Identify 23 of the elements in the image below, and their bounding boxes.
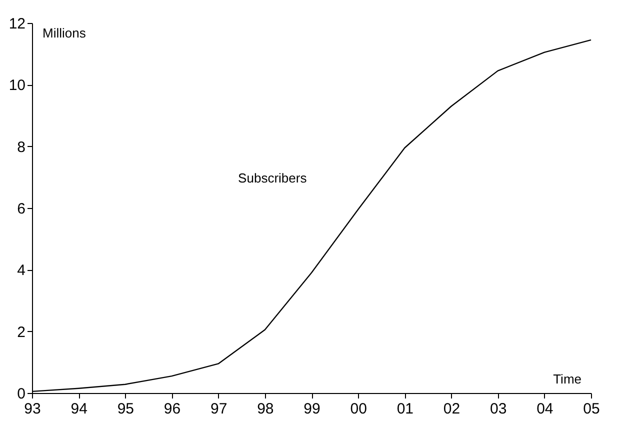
x-tick-label: 96 bbox=[164, 400, 181, 418]
x-tick-label: 05 bbox=[583, 400, 600, 418]
y-tick-label: 8 bbox=[17, 138, 26, 156]
y-tick-label: 0 bbox=[17, 386, 26, 402]
x-tick-label: 95 bbox=[117, 400, 134, 418]
x-tick-label: 94 bbox=[70, 400, 88, 418]
text: Subscribers bbox=[238, 170, 308, 186]
y-axis-title: Millions bbox=[42, 26, 86, 40]
y-tick-label: 4 bbox=[17, 262, 26, 280]
x-tick-label: 04 bbox=[536, 400, 554, 418]
x-tick-label: 02 bbox=[443, 400, 460, 418]
x-tick-label: 03 bbox=[490, 400, 507, 418]
x-tick-label: 98 bbox=[257, 400, 274, 418]
y-tick-label: 6 bbox=[17, 200, 26, 218]
y-tick-label: 10 bbox=[8, 77, 26, 94]
x-tick-label: 99 bbox=[304, 400, 320, 418]
x-tick-label: 97 bbox=[210, 400, 228, 418]
y-tick-label: 12 bbox=[8, 16, 26, 32]
x-tick-label: 93 bbox=[24, 400, 41, 418]
x-tick-label: 00 bbox=[350, 400, 367, 418]
x-tick-label: 01 bbox=[396, 400, 414, 418]
x-axis-title: Time bbox=[553, 372, 582, 386]
y-tick-label: 2 bbox=[17, 324, 26, 341]
